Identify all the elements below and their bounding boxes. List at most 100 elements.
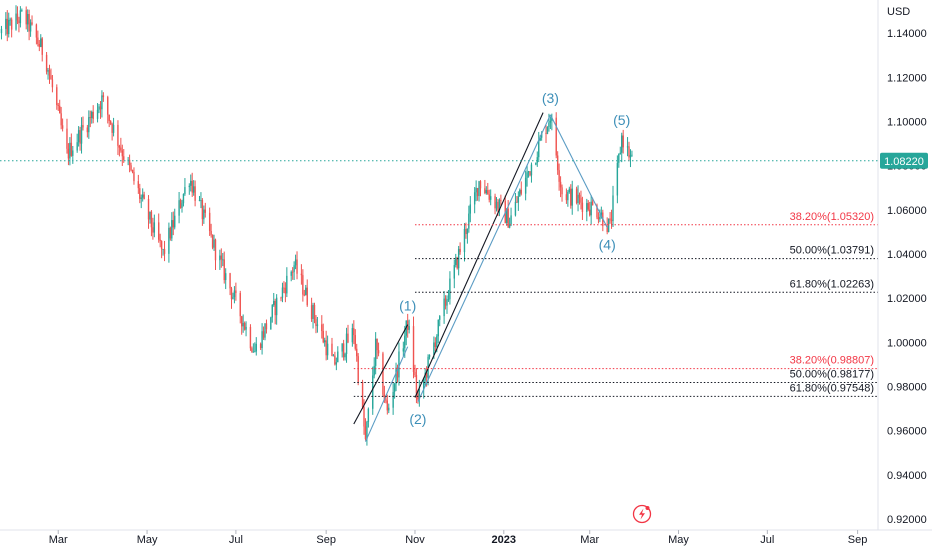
candle-body [21,10,23,12]
candle-body [324,340,326,343]
candle-body [372,375,374,409]
candle-body [99,106,102,110]
candle-body [402,348,405,352]
candle-body [273,300,275,305]
candle-body [514,201,517,216]
candle-body [599,216,601,220]
candle-body [270,317,272,330]
candlestick-series [0,5,633,446]
candle-body [120,147,122,151]
candle-body [516,201,518,203]
candle-body [487,190,489,195]
candle-body [347,333,349,343]
candle-body [385,399,387,401]
candle-body [447,299,450,300]
candle-body [275,297,278,316]
price-tick-label: 1.14000 [887,28,927,40]
time-axis[interactable]: Mar May Jul Sep Nov 2023 Mar May Jul Sep [49,530,868,546]
price-tick-label: 1.06000 [887,205,927,217]
candle-body [519,189,521,197]
candle-body [271,304,273,318]
candle-body [92,111,94,119]
candle-body [545,132,547,134]
candle-body [86,127,89,133]
trend-line[interactable] [417,114,551,403]
candle-body [245,326,247,330]
candle-body [48,70,51,76]
candle-body [357,356,359,383]
candle-body [587,203,589,210]
trend-line[interactable] [549,114,608,228]
candle-body [395,367,397,385]
candle-body [476,187,479,197]
fib-level-label: 38.20%(1.05320) [790,211,874,223]
candle-body [597,217,600,220]
candle-body [204,209,206,213]
candle-body [495,201,498,209]
trend-line[interactable] [353,324,409,425]
time-tick-label: Jul [760,534,774,546]
candle-body [153,222,156,233]
candle-body [540,132,543,138]
flash-icon[interactable] [632,504,652,524]
candle-body [322,330,324,343]
candle-body [123,156,125,160]
candle-body [498,199,501,211]
price-tick-label: 1.00000 [887,337,927,349]
wave-label: (2) [409,411,426,427]
candle-body [82,125,84,128]
candle-body [332,355,335,357]
candle-body [200,200,202,201]
candle-body [376,338,378,351]
candle-body [612,195,614,222]
price-axis[interactable]: USD 1.140001.120001.100001.080001.060001… [887,6,927,526]
candle-body [345,333,348,354]
candle-body [121,150,124,157]
candle-body [473,192,476,205]
candle-body [201,200,204,220]
candle-body [555,117,557,156]
candle-body [98,106,100,110]
candle-body [606,226,608,232]
candle-body [188,185,190,188]
candle-body [130,165,132,170]
candle-body [500,199,502,201]
candle-body [616,162,619,196]
candle-body [214,239,217,261]
candle-body [139,188,141,199]
candle-body [190,180,192,186]
candle-body [315,318,317,327]
candle-body [169,227,172,239]
candle-body [230,288,233,299]
candle-body [131,169,134,172]
candle-body [408,326,410,330]
candle-body [556,155,559,171]
time-tick-label: Nov [405,534,425,546]
candle-body [524,177,527,194]
price-tick-label: 0.96000 [887,426,927,438]
candle-body [96,109,99,119]
candle-body [567,192,569,201]
candle-body [412,326,415,372]
candle-body [331,343,333,356]
candle-body [137,181,140,189]
candle-body [356,348,358,357]
trend-line[interactable] [414,112,544,398]
candle-body [213,239,215,248]
candle-body [570,188,572,206]
candle-body [468,213,470,229]
candle-body [310,305,313,319]
candle-body [565,194,568,201]
candle-body [465,228,467,235]
candle-body [112,124,115,133]
candle-body [527,171,530,173]
candle-body [111,123,113,133]
candle-body [538,140,540,158]
candle-body [163,249,166,254]
candle-body [254,351,256,353]
candle-body [535,162,537,165]
candle-body [38,43,41,47]
candle-body [591,201,594,206]
trend-line[interactable] [364,346,409,442]
